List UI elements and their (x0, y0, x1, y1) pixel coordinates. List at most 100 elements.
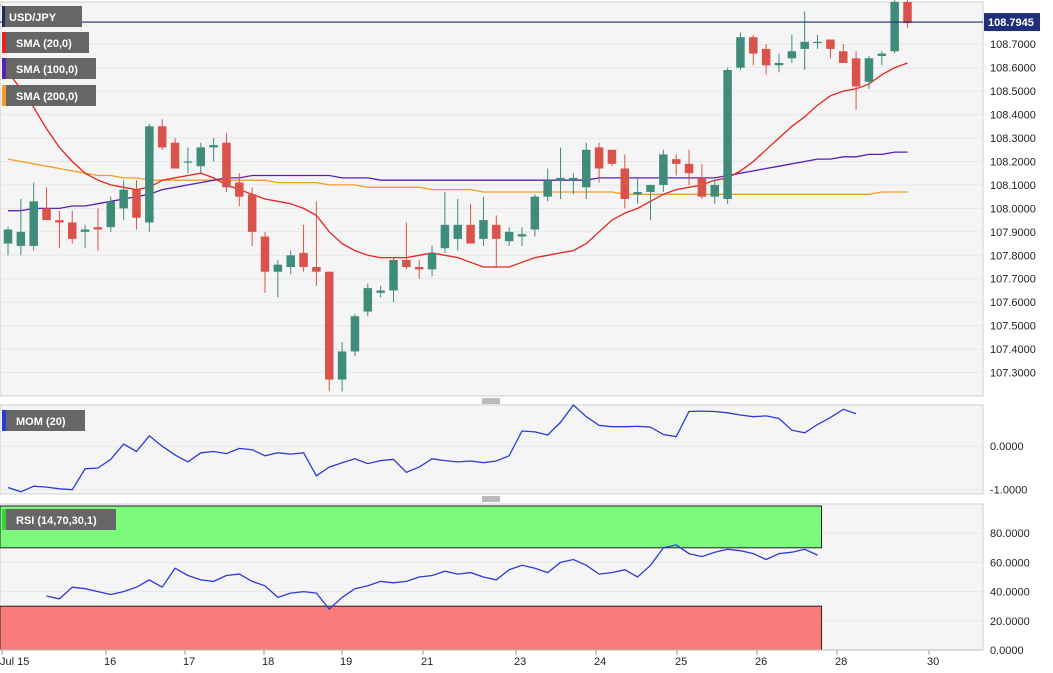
legend-symbol[interactable]: USD/JPY (2, 6, 82, 27)
candle (55, 210, 64, 249)
candle (363, 283, 373, 317)
candle (851, 51, 861, 110)
candle-body (736, 37, 745, 68)
candle-body (145, 126, 154, 223)
price-axis-tick-label: 108.2000 (990, 156, 1036, 168)
candle-body (209, 145, 218, 148)
candle (196, 142, 205, 174)
candle-body (556, 177, 565, 181)
legend-sma100[interactable]: SMA (100,0) (2, 58, 96, 79)
candle-body (864, 58, 874, 82)
legend-mom-label: MOM (20) (16, 416, 66, 428)
price-axis-tick-label: 108.0000 (990, 203, 1036, 215)
candle-body (530, 196, 540, 230)
rsi-oversold-zone (0, 605, 823, 651)
candle (440, 191, 450, 253)
candle (145, 123, 154, 232)
candle (723, 67, 732, 204)
candle-body (170, 142, 180, 169)
candle-body (157, 126, 167, 148)
legend-sma20[interactable]: SMA (20,0) (2, 32, 89, 53)
candle (479, 196, 488, 246)
candle-body (633, 191, 642, 195)
candle (543, 168, 552, 202)
candle (749, 34, 758, 66)
candle (68, 210, 77, 244)
rsi-line-group (46, 544, 818, 611)
candle (170, 138, 180, 169)
candle (106, 196, 116, 232)
candle (864, 55, 874, 89)
gridlines (0, 43, 983, 622)
y-axis: 108.7000 108.6000 108.5000 108.4000 108.3000… (990, 39, 1036, 657)
candle (607, 149, 617, 167)
candle (299, 224, 308, 272)
candle (877, 51, 887, 66)
candle (414, 259, 424, 279)
x-axis-tick-label: 30 (927, 656, 939, 668)
candle (761, 44, 771, 75)
x-axis-tick-label: 17 (183, 656, 195, 668)
candle (492, 215, 501, 268)
candle (273, 259, 283, 298)
price-axis-tick-label: 107.9000 (990, 227, 1036, 239)
candle-body (3, 229, 13, 244)
candle-body (106, 201, 116, 228)
price-axis-tick-label: 108.1000 (990, 180, 1036, 192)
candle-body (16, 231, 26, 246)
candle-body (427, 252, 437, 270)
panel-resize-handle[interactable] (482, 496, 500, 502)
rsi-axis-tick-label: 80.0000 (990, 528, 1030, 540)
candle-body (569, 177, 578, 181)
candle-body (607, 149, 617, 164)
candle (569, 173, 578, 195)
legend-sma100-label: SMA (100,0) (16, 64, 78, 76)
x-axis-tick-label: 21 (421, 656, 433, 668)
candle-body (389, 259, 398, 291)
sma20-line (7, 62, 908, 268)
candle (286, 250, 295, 275)
candle (633, 177, 642, 204)
price-axis-tick-label: 108.6000 (990, 63, 1036, 75)
candle-body (684, 163, 694, 174)
candle (800, 11, 809, 71)
mom-panel[interactable] (0, 404, 984, 495)
candle-body (440, 224, 450, 249)
candle-body (183, 161, 193, 163)
candle-body (594, 147, 604, 169)
candle (42, 187, 51, 221)
candle (839, 44, 848, 63)
legend-mom[interactable]: MOM (20) (2, 410, 85, 431)
candle-body (774, 62, 784, 66)
candle-body (260, 236, 270, 272)
candle-body (132, 189, 141, 218)
candle (890, 0, 899, 54)
candle-body (877, 53, 887, 56)
candle (736, 32, 745, 71)
candle-body (376, 290, 385, 293)
candle-body (119, 189, 128, 209)
candle-body (761, 48, 771, 66)
candle (684, 149, 694, 185)
current-price-line-group: 108.7945 (0, 13, 1040, 32)
candle-body (299, 252, 308, 268)
candle-body (620, 168, 630, 199)
panel-resize-handle[interactable] (482, 398, 500, 404)
candle (183, 147, 193, 174)
candle (530, 194, 540, 237)
mom-axis-tick-label: 0.0000 (990, 441, 1024, 453)
candles (3, 0, 912, 392)
price-axis-tick-label: 107.8000 (990, 250, 1036, 262)
x-axis-tick-label: 18 (262, 656, 274, 668)
current-price-label: 108.7945 (988, 17, 1034, 29)
current-price-badge (984, 13, 1040, 32)
candle (659, 149, 668, 192)
candle (453, 199, 462, 251)
legend-sma200[interactable]: SMA (200,0) (2, 85, 96, 106)
candle-body (312, 267, 321, 272)
candle-body (247, 194, 257, 232)
candle (235, 173, 244, 207)
candle (582, 142, 591, 199)
legend-rsi[interactable]: RSI (14,70,30,1) (2, 509, 116, 530)
